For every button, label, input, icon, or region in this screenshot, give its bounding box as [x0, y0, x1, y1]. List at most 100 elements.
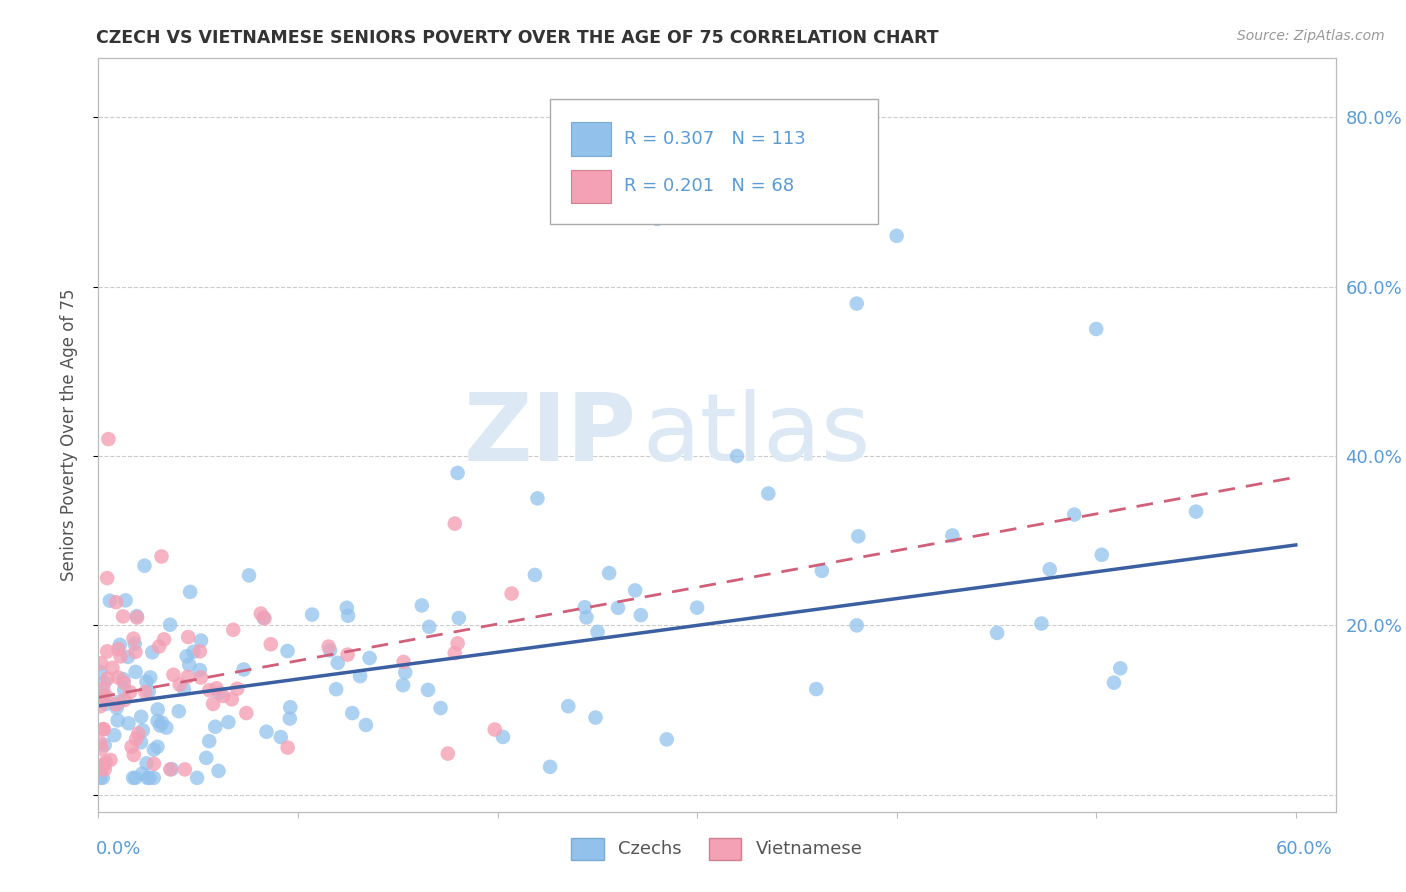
Point: [159, 617, 181, 632]
Point: [173, 763, 195, 777]
Point: [94, 697, 117, 711]
Point: [138, 771, 160, 785]
Point: [845, 296, 868, 310]
Point: [253, 611, 276, 625]
Point: [586, 624, 609, 639]
Point: [523, 568, 546, 582]
Point: [94, 755, 117, 769]
Text: Source: ZipAtlas.com: Source: ZipAtlas.com: [1237, 29, 1385, 43]
Point: [91, 682, 114, 697]
Point: [221, 692, 243, 706]
Point: [411, 599, 433, 613]
Point: [90, 656, 112, 670]
Point: [97, 432, 120, 446]
Point: [198, 683, 221, 698]
Point: [146, 714, 169, 728]
Point: [607, 600, 630, 615]
Point: [624, 583, 647, 598]
Point: [806, 681, 828, 696]
Point: [447, 611, 470, 625]
Point: [108, 695, 131, 709]
Text: R = 0.201   N = 68: R = 0.201 N = 68: [624, 178, 794, 195]
Point: [117, 716, 139, 731]
Point: [188, 644, 211, 658]
Point: [232, 663, 254, 677]
Point: [108, 638, 131, 652]
FancyBboxPatch shape: [550, 99, 877, 224]
Point: [574, 600, 596, 615]
Point: [142, 756, 165, 771]
Point: [155, 721, 177, 735]
Point: [354, 718, 377, 732]
Point: [148, 640, 170, 654]
Point: [349, 669, 371, 683]
Point: [139, 670, 162, 684]
Point: [105, 698, 128, 712]
Point: [120, 685, 142, 699]
Point: [342, 706, 364, 720]
Point: [756, 486, 779, 500]
Point: [238, 568, 260, 582]
Point: [138, 684, 160, 698]
Point: [124, 645, 146, 659]
Point: [326, 656, 349, 670]
Point: [134, 558, 156, 573]
Point: [575, 610, 598, 624]
Point: [93, 758, 115, 772]
Point: [655, 732, 678, 747]
Point: [162, 667, 184, 681]
Point: [176, 649, 198, 664]
Point: [179, 585, 201, 599]
Point: [941, 528, 963, 542]
Point: [125, 610, 148, 624]
Point: [91, 723, 114, 737]
Point: [107, 671, 129, 685]
Point: [846, 529, 869, 543]
Point: [169, 678, 191, 692]
Point: [1109, 661, 1132, 675]
Point: [270, 730, 292, 744]
FancyBboxPatch shape: [571, 169, 610, 203]
Point: [645, 211, 668, 226]
Point: [105, 595, 128, 609]
Point: [122, 747, 145, 762]
Point: [359, 651, 381, 665]
Point: [437, 747, 460, 761]
Point: [112, 682, 135, 697]
Point: [446, 636, 468, 650]
Point: [538, 760, 561, 774]
Point: [98, 593, 121, 607]
Point: [112, 673, 135, 687]
Point: [443, 516, 465, 531]
Point: [110, 649, 132, 664]
Text: atlas: atlas: [643, 389, 872, 481]
Point: [94, 738, 117, 752]
Point: [96, 690, 118, 704]
Point: [96, 644, 118, 658]
Point: [198, 734, 221, 748]
Point: [112, 609, 135, 624]
Point: [121, 739, 143, 754]
Point: [91, 771, 114, 785]
Point: [586, 194, 609, 209]
Point: [416, 682, 439, 697]
Point: [150, 715, 173, 730]
Point: [117, 649, 139, 664]
Point: [418, 620, 440, 634]
Point: [177, 630, 200, 644]
Point: [429, 701, 451, 715]
Point: [90, 741, 112, 756]
Point: [90, 690, 112, 704]
Point: [93, 676, 115, 690]
Point: [276, 644, 298, 658]
Point: [90, 736, 112, 750]
Point: [492, 730, 515, 744]
Point: [392, 655, 415, 669]
Point: [124, 771, 146, 785]
Point: [142, 742, 165, 756]
Point: [186, 771, 208, 785]
Point: [149, 718, 172, 732]
Point: [124, 637, 146, 651]
Point: [1085, 322, 1108, 336]
Point: [260, 637, 283, 651]
